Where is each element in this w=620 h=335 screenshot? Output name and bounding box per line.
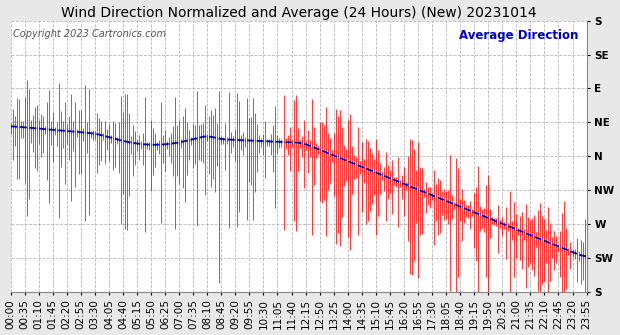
- Text: Copyright 2023 Cartronics.com: Copyright 2023 Cartronics.com: [14, 29, 166, 39]
- Title: Wind Direction Normalized and Average (24 Hours) (New) 20231014: Wind Direction Normalized and Average (2…: [61, 6, 536, 19]
- Text: Average Direction: Average Direction: [459, 29, 578, 42]
